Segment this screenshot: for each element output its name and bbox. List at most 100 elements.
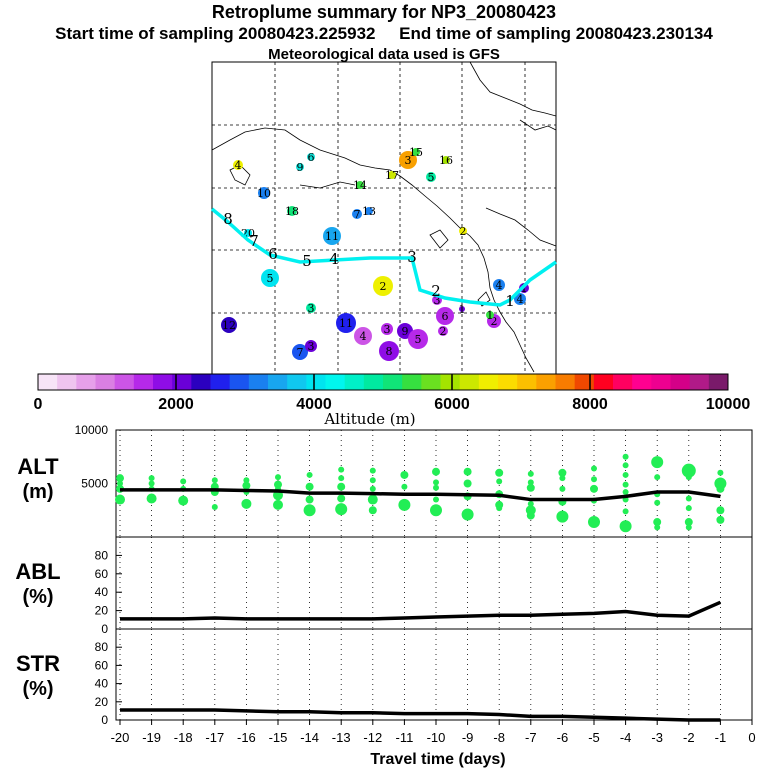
- plume-marker-label: 2: [380, 280, 387, 293]
- path-day-label: 1: [505, 292, 515, 310]
- plume-marker-label: 4: [517, 293, 524, 306]
- path-day-labels: 876 5 4 321: [223, 210, 515, 310]
- series-line: [120, 600, 722, 621]
- path-day-label: 6: [268, 245, 278, 263]
- altitude-point: [684, 518, 693, 527]
- altitude-point: [527, 470, 534, 477]
- y-tick-label: 40: [95, 585, 109, 599]
- altitude-point: [337, 482, 346, 491]
- met-data-label: Meteorological data used is GFS: [268, 46, 500, 63]
- x-tick-label: 0: [748, 730, 755, 745]
- plume-marker-label: 3: [434, 294, 441, 307]
- altitude-point: [243, 477, 250, 484]
- altitude-point: [654, 524, 661, 531]
- plume-marker: 10: [257, 187, 271, 200]
- x-tick-label: -20: [111, 730, 130, 745]
- colorbar-swatch: [651, 374, 671, 390]
- plume-marker-label: 12: [222, 319, 236, 332]
- plume-marker-label: 6: [442, 310, 449, 323]
- plume-marker: 11: [323, 227, 341, 245]
- panel-unit-label: (m): [22, 481, 53, 503]
- x-tick-label: -1: [715, 730, 727, 745]
- plume-marker-label: 6: [308, 151, 315, 164]
- altitude-point: [622, 471, 629, 478]
- plume-marker: 3: [381, 323, 393, 336]
- y-tick-label: 40: [95, 677, 109, 691]
- plume-marker: 2: [373, 276, 393, 296]
- plume-marker-label: 18: [285, 205, 299, 218]
- altitude-point: [588, 516, 600, 529]
- x-tick-label: -14: [300, 730, 319, 745]
- mean-altitude-line: [120, 488, 721, 502]
- path-day-label: 2: [431, 282, 441, 300]
- plume-marker: 5: [261, 269, 279, 287]
- x-tick-label: -10: [427, 730, 446, 745]
- plume-marker: 7: [292, 344, 308, 360]
- colorbar-swatch: [57, 374, 77, 390]
- y-tick-label: 5000: [81, 477, 108, 491]
- colorbar-swatch: [689, 374, 710, 390]
- altitude-point: [274, 480, 282, 489]
- colorbar-swatch: [229, 374, 250, 390]
- altitude-point: [337, 494, 346, 503]
- plume-marker-label: 10: [257, 187, 271, 200]
- colorbar-frame: [37, 373, 729, 391]
- plume-marker-label: 14: [353, 179, 367, 192]
- colorbar-swatch: [459, 374, 480, 390]
- altitude-point: [401, 483, 408, 490]
- x-tick-label: -9: [462, 730, 474, 745]
- plume-marker: 8: [379, 341, 399, 361]
- altitude-point: [685, 524, 692, 531]
- plume-marker-label: 16: [439, 154, 453, 167]
- colorbar-swatch: [383, 374, 403, 390]
- colorbar-swatch: [268, 374, 288, 390]
- altitude-point: [526, 483, 535, 492]
- x-tick-label: -13: [332, 730, 351, 745]
- plume-marker: 6: [436, 307, 454, 325]
- colorbar-tick-label: 0: [34, 396, 43, 413]
- altitude-point: [496, 478, 503, 485]
- path-day-label: 5: [302, 252, 312, 270]
- page-title: Retroplume summary for NP3_20080423: [211, 2, 557, 22]
- x-tick-label: -16: [237, 730, 256, 745]
- altitude-point: [654, 474, 661, 481]
- plume-marker-label: 1: [487, 309, 494, 322]
- colorbar-swatch: [421, 374, 441, 390]
- plume-marker: 15: [409, 146, 423, 159]
- altitude-point: [368, 506, 377, 515]
- plume-marker: 7: [352, 208, 362, 221]
- altitude-point: [622, 508, 629, 515]
- plume-marker-label: 11: [325, 230, 339, 243]
- altitude-point: [716, 506, 725, 515]
- plume-marker: 5: [408, 329, 428, 349]
- plume-marker-label: 2: [440, 325, 447, 338]
- plume-marker: 3: [306, 302, 316, 315]
- altitude-point: [651, 456, 664, 469]
- altitude-point: [461, 508, 474, 521]
- plume-marker-label: 5: [428, 171, 435, 184]
- plume-marker: 13: [362, 205, 376, 218]
- altitude-point: [681, 463, 696, 478]
- x-tick-label: -6: [557, 730, 569, 745]
- altitude-point: [303, 504, 316, 517]
- altitude-point: [433, 479, 439, 486]
- plume-marker: 3: [399, 151, 417, 169]
- altitude-point: [306, 471, 313, 478]
- colorbar-swatch: [133, 374, 154, 390]
- altitude-point: [463, 467, 472, 476]
- altitude-point: [654, 499, 661, 506]
- altitude-point: [211, 477, 218, 484]
- plume-marker-label: 5: [415, 333, 422, 346]
- path-day-label: 8: [223, 210, 233, 228]
- altitude-point: [275, 474, 281, 481]
- colorbar-swatch: [593, 374, 614, 390]
- altitude-point: [527, 479, 534, 486]
- x-tick-label: -12: [363, 730, 382, 745]
- altitude-point: [527, 500, 534, 507]
- colorbar-swatch: [402, 374, 422, 390]
- colorbar-swatch: [363, 374, 384, 390]
- plume-marker-label: 4: [496, 279, 503, 292]
- colorbar-swatch: [38, 374, 58, 390]
